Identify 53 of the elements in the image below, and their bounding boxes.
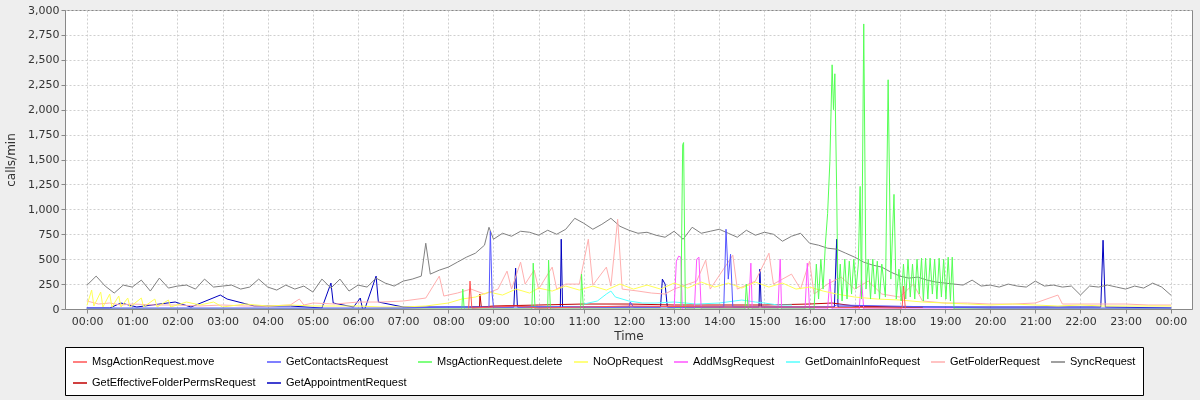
legend-label: GetDomainInfoRequest (805, 355, 920, 367)
x-tick-label: 15:00 (749, 314, 781, 328)
x-tick-label: 10:00 (523, 314, 555, 328)
x-tick-label: 14:00 (703, 314, 736, 328)
x-tick-label: 08:00 (432, 314, 465, 328)
x-tick-label: 09:00 (478, 314, 510, 328)
x-tick-label: 00:00 (71, 314, 104, 328)
x-tick-label: 19:00 (929, 314, 962, 328)
x-tick-label: 00:00 (1155, 314, 1188, 328)
x-tick-label: 20:00 (974, 314, 1007, 328)
legend-label: GetEffectiveFolderPermsRequest (92, 376, 256, 388)
x-tick-label: 04:00 (252, 314, 285, 328)
y-tick-label: 3,000 (28, 3, 60, 17)
legend-label: SyncRequest (1070, 355, 1136, 367)
line-series (468, 280, 906, 309)
x-tick-label: 12:00 (613, 314, 646, 328)
y-tick-label: 750 (38, 227, 60, 241)
legend-label: GetContactsRequest (286, 355, 389, 367)
legend-label: GetFolderRequest (950, 355, 1040, 367)
legend-label: AddMsgRequest (693, 355, 775, 367)
x-tick-label: 05:00 (297, 314, 330, 328)
x-tick-label: 03:00 (207, 314, 239, 328)
legend-label: MsgActionRequest.delete (437, 355, 563, 367)
line-series (583, 290, 792, 306)
x-tick-label: 17:00 (839, 314, 872, 328)
x-tick-label: 06:00 (342, 314, 375, 328)
y-tick-label: 2,250 (28, 78, 60, 92)
y-tick-label: 2,750 (28, 28, 60, 42)
x-tick-label: 23:00 (1110, 314, 1142, 328)
y-tick-label: 2,000 (28, 103, 60, 117)
x-tick-label: 16:00 (794, 314, 826, 328)
x-tick-label: 11:00 (568, 314, 601, 328)
x-tick-label: 07:00 (387, 314, 420, 328)
y-tick-label: 1,500 (28, 153, 60, 166)
line-series (86, 281, 1172, 308)
x-tick-label: 02:00 (162, 314, 194, 328)
y-tick-label: 500 (38, 252, 60, 266)
y-tick-label: 0 (52, 302, 60, 316)
y-tick-label: 2,500 (28, 53, 60, 67)
x-axis-title: Time (613, 328, 644, 343)
legend-label: MsgActionRequest.move (92, 355, 215, 367)
x-tick-label: 01:00 (116, 314, 149, 328)
x-tick-label: 18:00 (884, 314, 917, 328)
y-tick-label: 250 (38, 277, 60, 291)
x-tick-label: 13:00 (658, 314, 691, 328)
legend-label: NoOpRequest (593, 355, 663, 367)
y-tick-label: 1,250 (28, 177, 60, 191)
y-axis-title: calls/min (4, 133, 19, 187)
x-tick-label: 22:00 (1065, 314, 1097, 328)
x-tick-label: 21:00 (1019, 314, 1052, 328)
y-tick-label: 1,750 (28, 128, 60, 142)
y-tick-label: 1,000 (28, 202, 60, 216)
legend-label: GetAppointmentRequest (286, 376, 407, 388)
